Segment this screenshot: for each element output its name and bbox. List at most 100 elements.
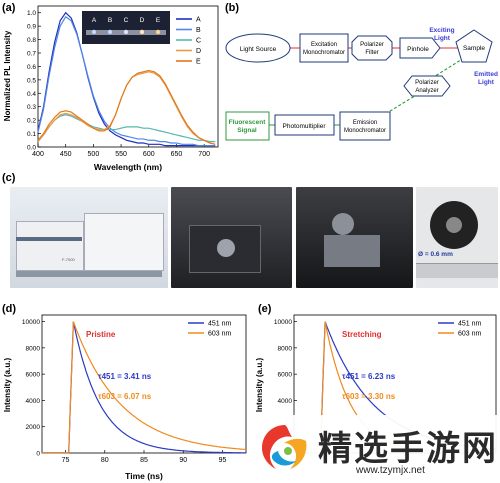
- panel-label-b: (b): [225, 2, 240, 14]
- legend-label-E: E: [196, 59, 201, 66]
- polarizer-analyzer-node: Polarizer Analyzer: [403, 75, 451, 97]
- y-tick-label: 6000: [278, 372, 293, 379]
- photomultiplier-node: Photomultiplier: [274, 114, 335, 136]
- y-tick-label: 0.8: [27, 37, 36, 44]
- chart-d-tau1: τ451 = 3.41 ns: [98, 372, 152, 381]
- ruler: [416, 263, 498, 278]
- sample-holder-photo: [296, 187, 413, 288]
- y-tick-label: 6000: [26, 372, 41, 379]
- svg-text:Light Source: Light Source: [240, 46, 277, 53]
- y-tick-label: 0.3: [27, 104, 36, 111]
- inset-label: C: [124, 17, 129, 24]
- chart-a-frame: [37, 5, 219, 148]
- panel-label-a: (a): [2, 2, 16, 14]
- watermark-logo-icon: [262, 425, 307, 469]
- x-tick-label: 400: [32, 151, 44, 158]
- y-tick-label: 0.9: [27, 24, 36, 31]
- pinhole-photo: Ø = 0.6 mm: [416, 187, 498, 288]
- decay-line-451-nm: [42, 321, 246, 454]
- y-tick-label: 8000: [26, 345, 41, 352]
- legend-label: 603 nm: [208, 331, 232, 338]
- y-tick-label: 1.0: [27, 10, 36, 17]
- diameter-label: Ø = 0.6 mm: [418, 251, 453, 258]
- y-tick-label: 0.0: [27, 145, 36, 152]
- svg-text:Photomultiplier: Photomultiplier: [283, 123, 327, 130]
- inset-label: A: [92, 17, 97, 24]
- legend-label: 451 nm: [458, 321, 482, 328]
- y-tick-label: 0.1: [27, 131, 36, 138]
- instrument-model-label: F-7000: [62, 257, 75, 262]
- x-tick-label: 450: [60, 151, 72, 158]
- x-tick-label: 700: [198, 151, 210, 158]
- chart-d-ylabel: Intensity (a.u.): [3, 358, 12, 413]
- x-tick-label: 85: [140, 457, 148, 464]
- chart-e-tau2: τ603 = 3.30 ns: [342, 392, 396, 401]
- fluorescent-signal-node: Fluorescent Signal: [225, 111, 270, 141]
- panel-label-c: (c): [2, 172, 16, 184]
- exciting-light-annotation: Exciting Light: [429, 27, 454, 42]
- y-tick-label: 0.4: [27, 91, 36, 98]
- sample-chamber-photo: [171, 187, 292, 288]
- y-tick-label: 0.7: [27, 51, 36, 58]
- x-tick-label: 95: [219, 457, 227, 464]
- inset-label: E: [156, 17, 161, 24]
- polarizer-filter-node: Polarizer Filter: [351, 35, 393, 61]
- legend-label: 451 nm: [208, 321, 232, 328]
- y-tick-label: 0: [36, 451, 40, 458]
- emission-beam-1: [431, 57, 465, 79]
- y-tick-label: 0.5: [27, 77, 36, 84]
- chart-d-xlabel: Time (ns): [125, 471, 163, 481]
- x-tick-label: 550: [115, 151, 127, 158]
- legend-label-C: C: [196, 38, 201, 45]
- series-line-B: [37, 15, 216, 147]
- legend-label-D: D: [196, 48, 201, 55]
- pristine-decay-chart: 75 80 85 90 95 0 2000 4000 6000 8000 10000 451 nm 6…: [3, 314, 247, 481]
- series-line-A: [37, 11, 216, 147]
- emission-monochromator-node: Emission Monochromator: [339, 111, 391, 141]
- series-line-D: [37, 71, 216, 145]
- chart-d-tau2: τ603 = 6.07 ns: [98, 392, 152, 401]
- svg-text:Pinhole: Pinhole: [407, 46, 429, 53]
- panel-label-e: (e): [258, 303, 272, 315]
- x-tick-label: 80: [101, 457, 109, 464]
- legend-label-B: B: [196, 27, 201, 34]
- y-tick-label: 10000: [274, 319, 292, 326]
- chart-a-ylabel: Normalized PL Intensity: [3, 30, 12, 121]
- x-tick-label: 90: [179, 457, 187, 464]
- watermark-overlay: 精选手游网 www.tzymjx.net: [252, 415, 500, 483]
- legend-label: 603 nm: [458, 331, 482, 338]
- x-tick-label: 500: [88, 151, 100, 158]
- inset-label: B: [108, 17, 112, 24]
- light-source-node: Light Source: [225, 33, 291, 63]
- pinhole-node: Pinhole: [399, 37, 441, 59]
- chart-d-title: Pristine: [86, 330, 116, 339]
- chart-a-xlabel: Wavelength (nm): [94, 162, 162, 172]
- chart-e-title: Stretching: [342, 330, 382, 339]
- spectrometer-photo: F-7000: [10, 187, 168, 288]
- y-tick-label: 2000: [26, 424, 41, 431]
- x-tick-label: 650: [171, 151, 183, 158]
- chart-e-ylabel: Intensity (a.u.): [255, 358, 264, 413]
- pl-spectra-chart: 400 450 500 550 600 650 700 0.0 0.1 0.2 0.3 0.4 0.5 0…: [3, 5, 219, 172]
- y-tick-label: 10000: [22, 319, 40, 326]
- x-tick-label: 600: [143, 151, 155, 158]
- emitted-light-annotation: Emitted Light: [474, 71, 498, 86]
- y-tick-label: 4000: [26, 398, 41, 405]
- y-tick-label: 0.6: [27, 64, 36, 71]
- sample-node: Sample: [455, 29, 493, 63]
- series-line-E: [37, 69, 216, 145]
- inset-label: D: [140, 17, 145, 24]
- decay-line-603-nm: [42, 321, 247, 454]
- y-tick-label: 4000: [278, 398, 293, 405]
- watermark-url: www.tzymjx.net: [356, 465, 425, 476]
- watermark-text: 精选手游网: [318, 430, 498, 468]
- svg-text:Sample: Sample: [463, 45, 485, 52]
- panel-label-d: (d): [2, 303, 17, 315]
- optical-setup-diagram: Light Source Excitation Monochromator Pol…: [225, 27, 498, 141]
- x-tick-label: 75: [62, 457, 70, 464]
